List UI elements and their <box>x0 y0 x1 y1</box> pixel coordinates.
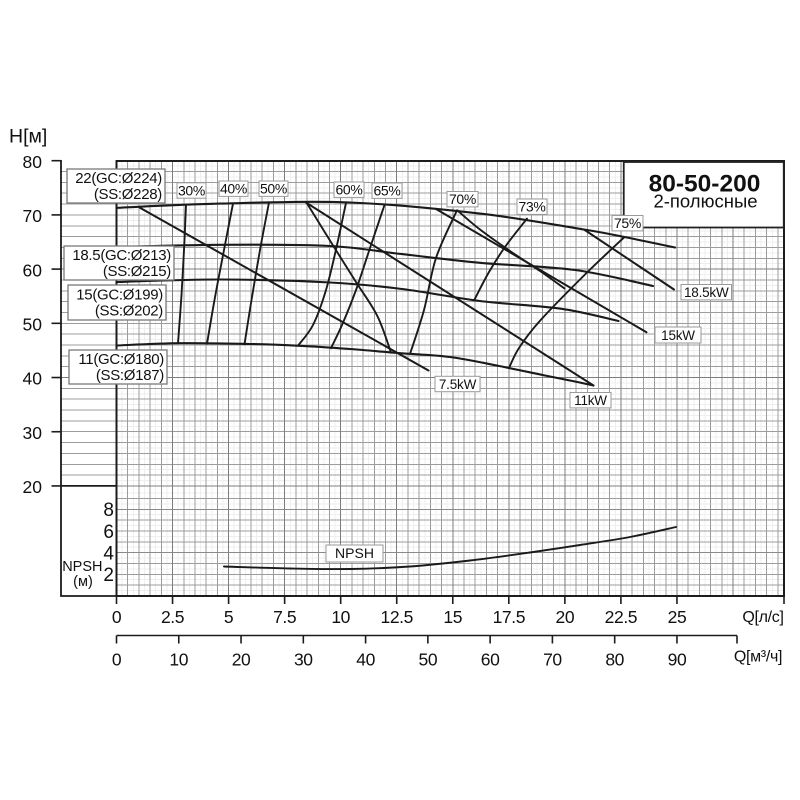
svg-text:11kW: 11kW <box>574 393 607 408</box>
svg-text:50%: 50% <box>260 181 287 197</box>
svg-text:NPSH: NPSH <box>62 559 102 575</box>
svg-text:30: 30 <box>294 650 313 670</box>
svg-text:80-50-200: 80-50-200 <box>649 171 761 198</box>
svg-text:8: 8 <box>103 500 114 521</box>
svg-text:Q[л/с]: Q[л/с] <box>742 609 783 626</box>
svg-text:25: 25 <box>668 607 687 627</box>
svg-text:(м): (м) <box>73 574 93 590</box>
svg-text:2.5: 2.5 <box>161 607 184 627</box>
svg-text:10: 10 <box>169 650 188 670</box>
svg-text:18.5(GC:Ø213): 18.5(GC:Ø213) <box>72 247 171 264</box>
svg-text:65%: 65% <box>373 183 400 199</box>
svg-text:73%: 73% <box>518 199 545 215</box>
svg-text:22(GC:Ø224): 22(GC:Ø224) <box>75 170 162 187</box>
svg-text:6: 6 <box>103 522 114 543</box>
svg-text:80: 80 <box>605 650 624 670</box>
svg-text:0: 0 <box>112 607 122 627</box>
svg-text:70: 70 <box>23 206 43 226</box>
svg-text:(SS:Ø215): (SS:Ø215) <box>103 263 171 280</box>
svg-text:17.5: 17.5 <box>493 607 525 627</box>
svg-text:4: 4 <box>103 543 114 564</box>
svg-text:50: 50 <box>23 315 43 335</box>
svg-text:7.5: 7.5 <box>273 607 296 627</box>
svg-text:15kW: 15kW <box>661 328 695 343</box>
svg-text:15: 15 <box>443 607 462 627</box>
svg-text:60%: 60% <box>335 182 362 198</box>
svg-text:5: 5 <box>224 607 233 627</box>
svg-text:2: 2 <box>103 565 114 586</box>
svg-text:22.5: 22.5 <box>605 607 637 627</box>
svg-text:(SS:Ø202): (SS:Ø202) <box>95 302 163 319</box>
svg-text:18.5kW: 18.5kW <box>684 285 729 300</box>
svg-text:60: 60 <box>481 650 500 670</box>
svg-text:H[м]: H[м] <box>9 126 47 148</box>
svg-text:NPSH: NPSH <box>335 545 374 561</box>
svg-text:2-полюсные: 2-полюсные <box>653 191 757 212</box>
svg-text:60: 60 <box>23 260 43 280</box>
svg-text:7.5kW: 7.5kW <box>439 377 477 392</box>
svg-text:(SS:Ø187): (SS:Ø187) <box>96 367 164 384</box>
svg-text:0: 0 <box>112 650 122 670</box>
svg-text:Q[м³/ч]: Q[м³/ч] <box>734 649 782 666</box>
svg-text:80: 80 <box>23 152 43 172</box>
svg-text:(SS:Ø228): (SS:Ø228) <box>94 186 162 203</box>
svg-text:15(GC:Ø199): 15(GC:Ø199) <box>76 286 163 303</box>
svg-text:20: 20 <box>556 607 575 627</box>
svg-text:70: 70 <box>543 650 562 670</box>
svg-text:75%: 75% <box>614 215 641 231</box>
svg-text:40: 40 <box>356 650 375 670</box>
svg-text:12.5: 12.5 <box>380 607 412 627</box>
svg-text:10: 10 <box>331 607 350 627</box>
svg-text:30%: 30% <box>178 182 205 198</box>
svg-text:20: 20 <box>23 477 43 497</box>
svg-text:50: 50 <box>419 650 438 670</box>
svg-text:11(GC:Ø180): 11(GC:Ø180) <box>78 351 164 368</box>
svg-text:40%: 40% <box>220 181 247 197</box>
svg-text:70%: 70% <box>449 191 476 207</box>
svg-text:40: 40 <box>23 369 43 389</box>
svg-text:20: 20 <box>232 650 251 670</box>
svg-text:90: 90 <box>668 650 687 670</box>
svg-text:30: 30 <box>23 423 43 443</box>
